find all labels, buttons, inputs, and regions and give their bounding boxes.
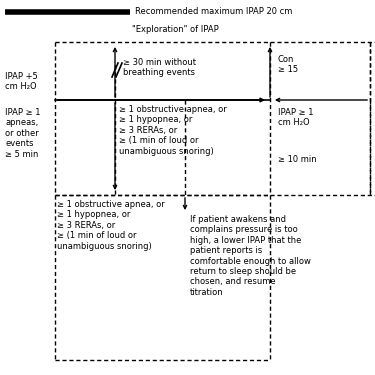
Text: If patient awakens and
complains pressure is too
high, a lower IPAP that the
pat: If patient awakens and complains pressur… [190, 215, 311, 297]
Text: "Exploration" of IPAP: "Exploration" of IPAP [132, 26, 218, 34]
Text: IPAP +5
cm H₂O: IPAP +5 cm H₂O [5, 72, 38, 92]
Text: IPAP ≥ 1
cm H₂O: IPAP ≥ 1 cm H₂O [278, 108, 314, 128]
Text: IPAP ≥ 1
apneas,
or other
events
≥ 5 min: IPAP ≥ 1 apneas, or other events ≥ 5 min [5, 108, 40, 159]
Text: Recommended maximum IPAP 20 cm: Recommended maximum IPAP 20 cm [135, 8, 292, 16]
Text: ≥ 10 min: ≥ 10 min [278, 155, 316, 164]
Text: ≥ 1 obstructive apnea, or
≥ 1 hypopnea, or
≥ 3 RERAs, or
≥ (1 min of loud or
una: ≥ 1 obstructive apnea, or ≥ 1 hypopnea, … [119, 105, 227, 156]
Text: ≥ 30 min without
breathing events: ≥ 30 min without breathing events [123, 58, 196, 77]
Text: Con
≥ 15: Con ≥ 15 [278, 55, 298, 74]
Text: ≥ 1 obstructive apnea, or
≥ 1 hypopnea, or
≥ 3 RERAs, or
≥ (1 min of loud or
una: ≥ 1 obstructive apnea, or ≥ 1 hypopnea, … [57, 200, 165, 250]
